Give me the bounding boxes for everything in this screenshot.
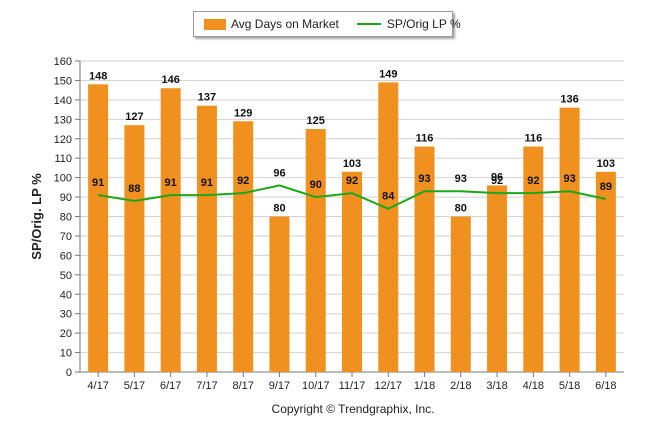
line-value-label: 93 — [418, 173, 430, 185]
x-tick-label: 6/18 — [595, 380, 616, 392]
line-value-label: 91 — [92, 177, 104, 189]
line-value-label: 88 — [128, 183, 140, 195]
line-value-label: 90 — [310, 179, 322, 191]
y-tick-label: 60 — [60, 250, 72, 262]
x-tick-label: 1/18 — [414, 380, 435, 392]
legend-item-bar-series: Avg Days on Market — [194, 17, 339, 31]
bar — [342, 171, 362, 372]
bar — [160, 88, 181, 373]
x-tick-label: 12/17 — [375, 380, 403, 392]
copyright-text: Copyright © Trendgraphix, Inc. — [271, 402, 435, 416]
y-axis-title: SP/Orig. LP % — [29, 173, 44, 260]
line-value-label: 84 — [382, 191, 395, 203]
bar — [124, 125, 145, 372]
bar-value-label: 127 — [125, 111, 143, 123]
line-value-label: 92 — [491, 175, 503, 187]
bar-value-label: 136 — [560, 94, 578, 106]
bar-value-label: 129 — [234, 107, 252, 119]
bar — [378, 82, 399, 372]
bar — [196, 105, 217, 373]
bar — [88, 84, 109, 372]
line-value-label: 93 — [455, 173, 467, 185]
line-value-label: 92 — [237, 175, 249, 187]
y-tick-label: 70 — [60, 231, 72, 243]
bar — [414, 146, 435, 372]
bar-value-label: 103 — [343, 158, 361, 170]
x-tick-label: 3/18 — [486, 380, 507, 392]
bar-value-label: 80 — [455, 203, 467, 215]
bar-value-label: 148 — [89, 70, 107, 82]
bar — [523, 146, 544, 372]
line-value-label: 91 — [201, 177, 213, 189]
x-tick-label: 7/17 — [196, 380, 217, 392]
legend-swatch-bar — [204, 18, 226, 30]
y-tick-label: 150 — [54, 75, 72, 87]
legend-label-line-series: SP/Orig LP % — [386, 17, 461, 31]
y-tick-label: 10 — [60, 348, 72, 360]
line-value-label: 92 — [346, 175, 358, 187]
y-tick-label: 20 — [60, 328, 72, 340]
bar — [233, 121, 254, 372]
x-tick-label: 10/17 — [302, 380, 330, 392]
bar — [450, 216, 471, 372]
x-tick-label: 6/17 — [160, 380, 181, 392]
y-tick-label: 130 — [54, 114, 72, 126]
bar-value-label: 146 — [161, 74, 179, 86]
bar-value-label: 80 — [273, 203, 285, 215]
line-value-label: 92 — [527, 175, 539, 187]
y-tick-label: 110 — [54, 153, 72, 165]
line-value-label: 91 — [165, 177, 177, 189]
bar-value-label: 137 — [198, 92, 216, 104]
line-series — [97, 184, 607, 210]
y-tick-label: 40 — [60, 289, 72, 301]
y-tick-label: 140 — [54, 95, 72, 107]
bar-value-label: 116 — [416, 133, 434, 145]
y-tick-label: 0 — [66, 367, 72, 379]
x-tick-label: 4/18 — [523, 380, 544, 392]
x-tick-label: 11/17 — [339, 380, 366, 392]
chart-legend: Avg Days on Market SP/Orig LP % — [193, 11, 461, 37]
y-tick-label: 80 — [60, 212, 72, 224]
bar — [559, 107, 580, 373]
x-tick-label: 9/17 — [269, 380, 290, 392]
line-value-label: 96 — [273, 167, 285, 179]
x-tick-label: 5/17 — [124, 380, 145, 392]
bar — [305, 129, 326, 372]
bar-value-label: 103 — [597, 158, 615, 170]
line-value-label: 89 — [600, 181, 612, 193]
bar-value-label: 116 — [524, 133, 542, 145]
bar-value-label: 96 — [491, 171, 503, 183]
bar — [487, 185, 508, 372]
y-tick-label: 100 — [54, 173, 72, 185]
legend-label-bar-series: Avg Days on Market — [231, 17, 339, 31]
bar-value-label: 149 — [379, 68, 397, 80]
bar-value-label: 125 — [307, 115, 325, 127]
y-tick-label: 30 — [60, 309, 72, 321]
bar — [269, 216, 290, 372]
y-tick-label: 50 — [60, 270, 72, 282]
y-tick-label: 90 — [60, 192, 72, 204]
x-tick-label: 4/17 — [87, 380, 108, 392]
legend-item-line-series: SP/Orig LP % — [339, 17, 461, 31]
x-tick-label: 2/18 — [450, 380, 471, 392]
x-tick-label: 5/18 — [559, 380, 580, 392]
x-tick-label: 8/17 — [232, 380, 253, 392]
y-tick-label: 120 — [54, 134, 72, 146]
y-tick-label: 160 — [54, 56, 72, 68]
legend-swatch-line — [356, 23, 381, 25]
line-value-label: 93 — [563, 173, 575, 185]
bar — [595, 171, 616, 372]
